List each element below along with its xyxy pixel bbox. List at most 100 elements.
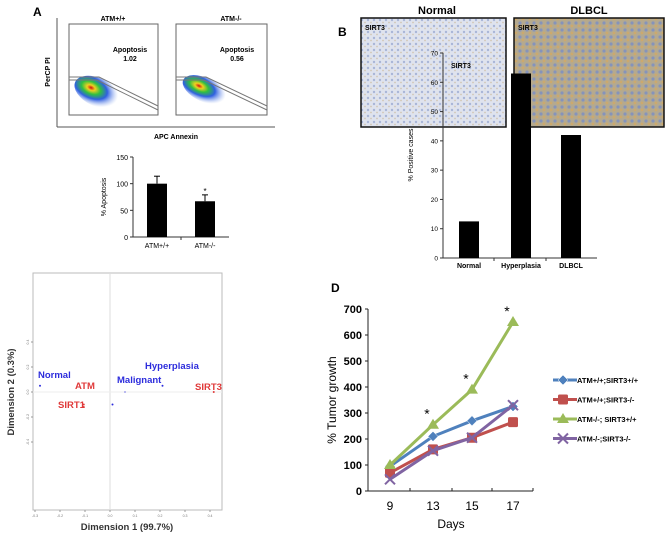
data-point: [385, 467, 395, 478]
point-label-sirt3: SIRT3: [195, 382, 222, 393]
significance-star: *: [463, 371, 469, 387]
x-tick-label: ATM+/+: [145, 243, 169, 250]
x-axis-label: Days: [437, 517, 464, 531]
y-tick-label: 300: [344, 408, 362, 420]
y-tick-label: 20: [431, 197, 439, 204]
point-label-sirt1: SIRT1: [58, 400, 86, 411]
y-tick-label: 400: [344, 382, 362, 394]
bar-ATM+/+: [147, 183, 167, 237]
y-tick-label: 100: [344, 460, 362, 472]
y-axis-label: % Tumor growth: [325, 356, 339, 443]
point-label-normal: Normal: [38, 370, 71, 381]
y-tick-label: 0.0: [26, 390, 30, 395]
flow-y-label: PerCP PI: [45, 57, 52, 86]
y-tick-label: 600: [344, 330, 362, 342]
ihc-images: Normal DLBCL SIRT3 SIRT3: [360, 5, 665, 128]
bar-Normal: [459, 221, 479, 258]
x-tick-label: Normal: [457, 263, 481, 270]
data-point: [466, 431, 478, 444]
point: [212, 391, 215, 393]
data-point: [508, 417, 518, 428]
image-tag: SIRT3: [518, 25, 538, 32]
y-axis-label: % Positive cases: [408, 128, 415, 181]
series-2: [384, 316, 519, 469]
y-axis-label: % Apoptosis: [101, 177, 108, 216]
point: [82, 406, 85, 408]
point: [111, 403, 114, 406]
y-tick-label: 10: [431, 226, 439, 233]
significance-star: *: [504, 303, 510, 319]
y-tick-label: 30: [431, 168, 439, 175]
x-tick-label: 17: [506, 499, 520, 513]
y-tick-label: 0.2: [26, 365, 30, 370]
x-tick-label: 13: [426, 499, 440, 513]
gate-value: 0.56: [230, 56, 244, 63]
x-tick-label: -0.3: [32, 514, 38, 518]
significance-star: *: [203, 187, 206, 196]
bar-Hyperplasia: [511, 73, 531, 258]
data-point: [427, 431, 439, 442]
y-tick-label: 150: [116, 155, 128, 162]
data-point: [507, 316, 519, 326]
image-title-dlbcl: DLBCL: [570, 5, 608, 17]
bar-DLBCL: [561, 135, 581, 258]
flow-cytometry-plots: ATM+/+ Apoptosis 1.02 ATM-/- Apoptosis 0…: [45, 16, 275, 141]
x-tick-label: 0.4: [208, 514, 213, 518]
y-tick-label: 50: [431, 109, 439, 116]
panel-label-a: A: [33, 5, 42, 19]
legend-marker: [558, 394, 568, 405]
x-tick-label: ATM-/-: [195, 243, 217, 250]
flow-plot-atm-wt: ATM+/+ Apoptosis 1.02: [68, 16, 159, 116]
gate-value: 1.02: [123, 56, 137, 63]
chart-title: SIRT3: [451, 63, 471, 70]
point: [124, 391, 126, 393]
y-axis-label: Dimension 2 (0.3%): [6, 348, 17, 435]
biplot: -0.3 -0.2 -0.1 0.0 0.1 0.2 0.3 0.4 -0.4 -0.2 0.0 0.…: [6, 272, 223, 533]
panel-label-d: D: [331, 281, 340, 295]
y-tick-label: 0: [434, 256, 438, 263]
data-point: [507, 399, 519, 411]
apoptosis-bar-chart: 0 50 100 150 ATM+/+ * ATM-/- % Apoptosis: [101, 155, 229, 250]
image-title-normal: Normal: [418, 5, 456, 17]
data-point: [466, 383, 478, 394]
x-tick-label: 0.1: [133, 514, 138, 518]
significance-star: *: [424, 406, 430, 422]
legend-marker: [557, 374, 569, 386]
point: [82, 403, 85, 406]
flow-title: ATM-/-: [220, 16, 242, 23]
gate: [176, 76, 268, 107]
ihc-image-dlbcl: [513, 17, 665, 128]
data-point: [466, 415, 478, 427]
x-tick-label: Hyperplasia: [501, 263, 541, 270]
legend-label: ATM+/+;SIRT3-/-: [577, 396, 635, 405]
legend-label: ATM-/-; SIRT3+/+: [577, 415, 637, 424]
series-3: [384, 399, 519, 486]
y-tick-label: 100: [116, 182, 128, 189]
legend-label: ATM+/+;SIRT3+/+: [577, 376, 639, 385]
y-tick-label: 60: [431, 80, 439, 87]
point: [39, 384, 41, 387]
flow-plot-atm-ko: ATM-/- Apoptosis 0.56: [175, 16, 268, 116]
gate: [69, 76, 159, 107]
y-tick-label: -0.2: [26, 414, 30, 420]
data-point: [427, 444, 439, 457]
y-tick-label: 0: [356, 486, 362, 498]
x-tick-label: DLBCL: [559, 263, 583, 270]
gate-label: Apoptosis: [220, 47, 254, 54]
y-tick-label: 500: [344, 356, 362, 368]
y-tick-label: 70: [431, 51, 439, 58]
x-tick-label: 0.2: [158, 514, 163, 518]
density-cloud: [182, 75, 228, 105]
y-tick-label: 0: [124, 235, 128, 242]
point: [161, 384, 164, 387]
legend-marker: [557, 413, 569, 423]
legend-marker: [557, 432, 569, 445]
point-label-atm: ATM: [75, 381, 95, 392]
density-cloud: [74, 75, 120, 109]
tumor-growth-chart: 0 100 200 300 400 500 600 700 9 13 15 17 ATM+/+;SIRT…: [325, 303, 639, 531]
series-line: [389, 405, 514, 468]
y-tick-label: 40: [431, 138, 439, 145]
gate-label: Apoptosis: [113, 47, 147, 54]
y-tick-label: 700: [344, 304, 362, 316]
